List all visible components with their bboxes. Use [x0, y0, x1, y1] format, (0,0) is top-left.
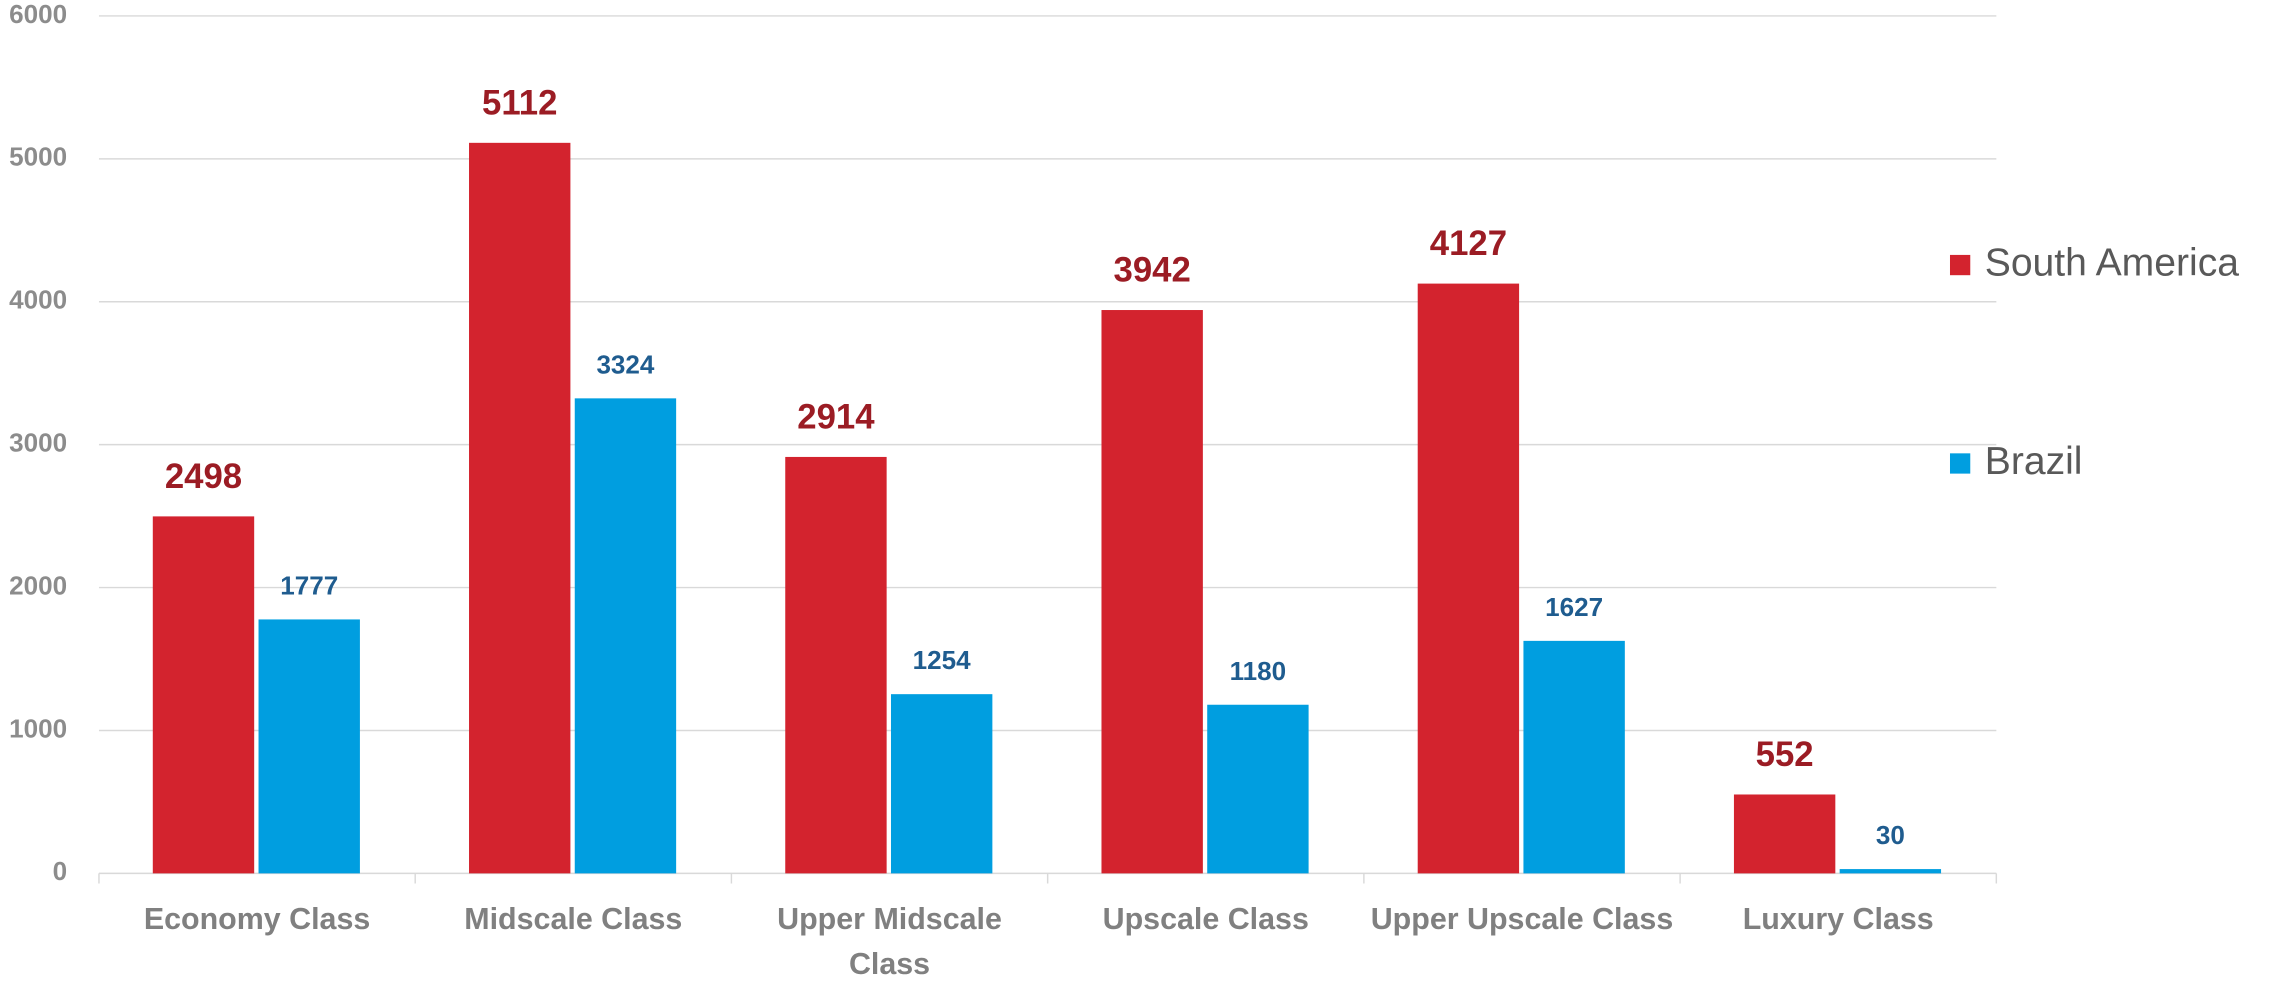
- data-label: 3324: [596, 349, 654, 379]
- legend-label: South America: [1985, 241, 2240, 284]
- bar: [469, 142, 571, 874]
- bar: [152, 516, 255, 874]
- x-tick-label: Luxury Class: [1743, 902, 1934, 936]
- legend-label: Brazil: [1985, 440, 2083, 483]
- bar: [1523, 640, 1625, 874]
- x-tick-label: Midscale Class: [464, 902, 682, 936]
- bar: [1839, 869, 1942, 874]
- x-tick-label: Upper Upscale Class: [1371, 902, 1674, 936]
- data-label: 552: [1756, 736, 1814, 774]
- y-tick-label: 5000: [9, 142, 67, 172]
- y-tick-label: 2000: [9, 570, 67, 600]
- bar: [1733, 794, 1836, 874]
- data-label: 2914: [797, 398, 875, 436]
- data-label: 1777: [280, 570, 338, 600]
- data-label: 1254: [913, 645, 971, 675]
- y-tick-label: 1000: [9, 713, 67, 743]
- bar: [1417, 283, 1520, 874]
- y-tick-label: 4000: [9, 285, 67, 315]
- data-label: 30: [1876, 820, 1905, 850]
- legend-swatch: [1949, 453, 1971, 474]
- data-label: 1180: [1230, 656, 1287, 686]
- x-tick-label: Upper Midscale Class: [777, 902, 1002, 981]
- data-label: 2498: [165, 458, 242, 496]
- bar: [574, 398, 677, 874]
- legend-swatch: [1949, 254, 1971, 276]
- data-label: 5112: [482, 84, 557, 122]
- bar: [1101, 310, 1203, 874]
- x-tick-label: Upscale Class: [1103, 902, 1309, 936]
- bar: [785, 456, 887, 874]
- x-tick-label: Economy Class: [144, 902, 370, 936]
- y-tick-label: 6000: [9, 0, 67, 29]
- bar: [1207, 704, 1309, 874]
- bar: [258, 619, 360, 874]
- y-tick-label: 3000: [9, 428, 67, 458]
- data-label: 3942: [1114, 252, 1191, 290]
- bar: [890, 694, 993, 874]
- data-label: 4127: [1430, 225, 1507, 263]
- data-label: 1627: [1545, 592, 1603, 622]
- y-tick-label: 0: [53, 856, 67, 886]
